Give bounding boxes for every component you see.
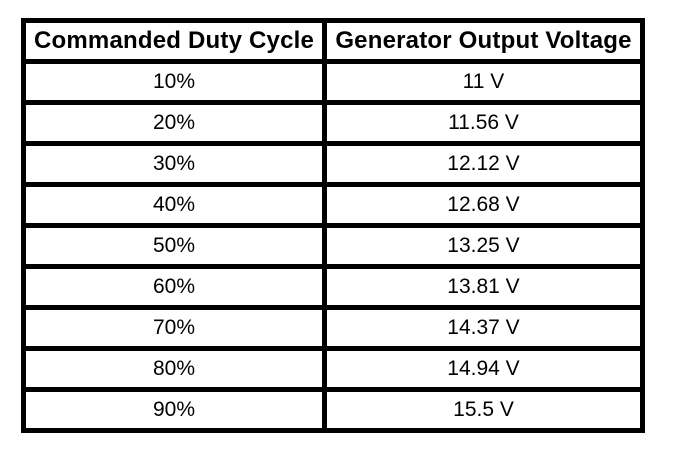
table-row: 90% 15.5 V: [21, 387, 645, 433]
table-row: 30% 12.12 V: [21, 141, 645, 187]
table-row: 80% 14.94 V: [21, 346, 645, 392]
table-header-row: Commanded Duty Cycle Generator Output Vo…: [21, 18, 645, 64]
voltage-cell: 12.12 V: [322, 141, 645, 187]
table-row: 50% 13.25 V: [21, 223, 645, 269]
voltage-cell: 12.68 V: [322, 182, 645, 228]
voltage-cell: 13.81 V: [322, 264, 645, 310]
voltage-cell: 14.94 V: [322, 346, 645, 392]
voltage-cell: 14.37 V: [322, 305, 645, 351]
table-row: 60% 13.81 V: [21, 264, 645, 310]
column-header-output-voltage: Generator Output Voltage: [322, 18, 645, 64]
duty-cycle-cell: 50%: [21, 223, 327, 269]
duty-cycle-cell: 70%: [21, 305, 327, 351]
table-row: 70% 14.37 V: [21, 305, 645, 351]
table-row: 10% 11 V: [21, 59, 645, 105]
duty-cycle-cell: 20%: [21, 100, 327, 146]
table-row: 40% 12.68 V: [21, 182, 645, 228]
duty-cycle-cell: 90%: [21, 387, 327, 433]
duty-cycle-cell: 30%: [21, 141, 327, 187]
duty-cycle-cell: 40%: [21, 182, 327, 228]
voltage-cell: 15.5 V: [322, 387, 645, 433]
duty-cycle-cell: 10%: [21, 59, 327, 105]
column-header-duty-cycle: Commanded Duty Cycle: [21, 18, 327, 64]
table-row: 20% 11.56 V: [21, 100, 645, 146]
duty-cycle-voltage-table: Commanded Duty Cycle Generator Output Vo…: [21, 18, 645, 433]
duty-cycle-cell: 80%: [21, 346, 327, 392]
voltage-cell: 11.56 V: [322, 100, 645, 146]
voltage-cell: 13.25 V: [322, 223, 645, 269]
duty-cycle-cell: 60%: [21, 264, 327, 310]
voltage-cell: 11 V: [322, 59, 645, 105]
